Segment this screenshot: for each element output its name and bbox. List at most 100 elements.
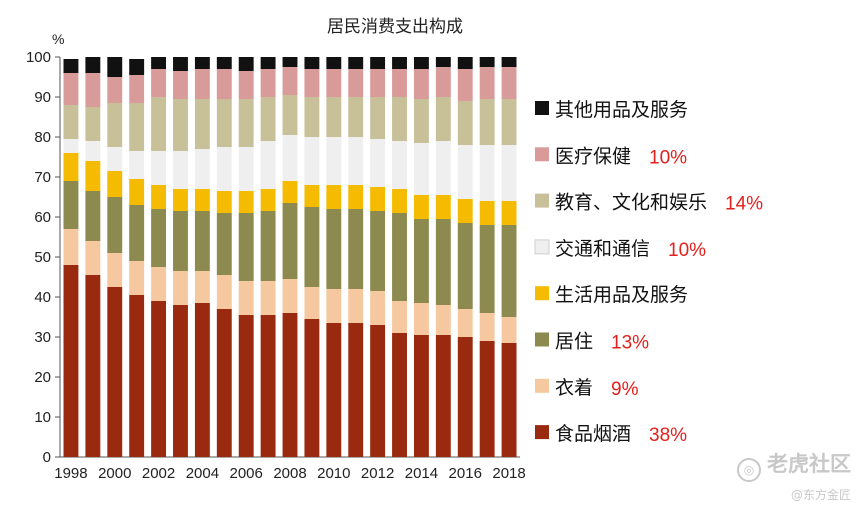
legend-item: 其他用品及服务	[535, 99, 688, 121]
bar-segment	[129, 75, 145, 103]
bar-segment	[413, 335, 429, 457]
bar-segment	[85, 241, 101, 275]
bar-segment	[370, 187, 386, 211]
legend-item: 教育、文化和娱乐 14%	[535, 192, 763, 215]
bar-segment	[326, 69, 342, 97]
legend-item: 居住 13%	[535, 331, 649, 354]
bar-segment	[173, 71, 188, 99]
bar-segment	[173, 189, 188, 211]
bar-segment	[435, 335, 451, 457]
bar-segment	[216, 69, 232, 99]
bar-segment	[260, 69, 276, 97]
bar-segment	[129, 103, 145, 151]
bar-segment	[194, 303, 210, 457]
legend-label: 衣着	[555, 377, 593, 399]
x-tick-label: 2010	[317, 465, 350, 482]
bar-stack-2018	[501, 57, 517, 457]
y-tick-label: 0	[43, 449, 51, 466]
bar-segment	[457, 57, 473, 69]
bar-segment	[282, 181, 298, 203]
bar-segment	[304, 207, 320, 287]
bar-segment	[348, 323, 364, 457]
y-tick-label: 40	[34, 289, 51, 306]
x-axis: 1998 2000 2002 2004 2006 2008 2010 2012 2014 2016…	[54, 456, 526, 482]
bar-stack-2001	[129, 59, 145, 457]
bar-segment	[370, 325, 386, 457]
bar-stack-2003	[173, 57, 188, 457]
legend-item: 交通和通信 10%	[534, 238, 706, 261]
bar-stack-2005	[216, 57, 232, 457]
bar-stack-2004	[194, 57, 210, 457]
bar-segment	[435, 219, 451, 305]
bar-segment	[238, 191, 254, 213]
bar-segment	[238, 213, 254, 281]
bar-segment	[85, 275, 101, 457]
legend-share-annotation: 9%	[611, 379, 639, 400]
bar-segment	[413, 57, 429, 69]
legend-share-annotation: 13%	[611, 333, 649, 354]
bar-segment	[501, 99, 517, 145]
legend-item: 食品烟酒 38%	[535, 423, 687, 446]
bar-segment	[194, 57, 210, 69]
bar-segment	[348, 185, 364, 209]
bar-segment	[326, 97, 342, 137]
bar-segment	[238, 147, 254, 191]
bar-segment	[260, 211, 276, 281]
bar-segment	[348, 137, 364, 185]
bar-segment	[85, 57, 101, 73]
bar-segment	[479, 225, 495, 313]
bar-segment	[479, 201, 495, 225]
bar-segment	[216, 213, 232, 275]
bar-segment	[370, 211, 386, 291]
bar-segment	[151, 267, 167, 301]
bar-segment	[392, 213, 407, 301]
bar-segment	[435, 305, 451, 335]
bar-segment	[63, 73, 79, 105]
bar-segment	[348, 289, 364, 323]
bar-segment	[238, 99, 254, 147]
bar-segment	[151, 185, 167, 209]
bar-segment	[479, 341, 495, 457]
bar-segment	[392, 189, 407, 213]
x-tick-label: 2018	[492, 465, 525, 482]
y-tick-label: 20	[34, 369, 51, 386]
bar-segment	[63, 139, 79, 153]
bar-segment	[63, 59, 79, 73]
bar-segment	[173, 305, 188, 457]
bar-segment	[348, 209, 364, 289]
bar-stack-2006	[238, 57, 254, 457]
legend-swatch	[535, 193, 549, 208]
bar-segment	[304, 319, 320, 457]
bar-segment	[238, 315, 254, 457]
bar-segment	[435, 195, 451, 219]
bar-segment	[260, 57, 276, 69]
bar-stack-2009	[304, 57, 320, 457]
bar-segment	[435, 67, 451, 97]
bar-segment	[151, 151, 167, 185]
bar-segment	[85, 161, 101, 191]
bar-segment	[107, 171, 123, 197]
bar-segment	[129, 179, 145, 205]
bar-segment	[501, 317, 517, 343]
bar-segment	[392, 301, 407, 333]
legend-item: 衣着 9%	[535, 377, 639, 400]
bar-segment	[85, 73, 101, 107]
bar-segment	[457, 145, 473, 199]
y-tick-label: 80	[34, 129, 51, 146]
bar-segment	[216, 57, 232, 69]
bar-segment	[151, 57, 167, 69]
legend-label: 医疗保健	[555, 145, 631, 167]
bar-stack-2010	[326, 57, 342, 457]
legend-share-annotation: 10%	[649, 147, 687, 168]
bar-segment	[260, 281, 276, 315]
y-tick-label: 10	[34, 409, 51, 426]
watermark: ◎ 老虎社区 @东方金匠	[737, 448, 851, 503]
bar-stack-2012	[370, 57, 386, 457]
bar-segment	[216, 147, 232, 191]
bar-segment	[326, 137, 342, 185]
bar-segment	[216, 275, 232, 309]
bar-segment	[173, 99, 188, 151]
bar-segment	[216, 309, 232, 457]
